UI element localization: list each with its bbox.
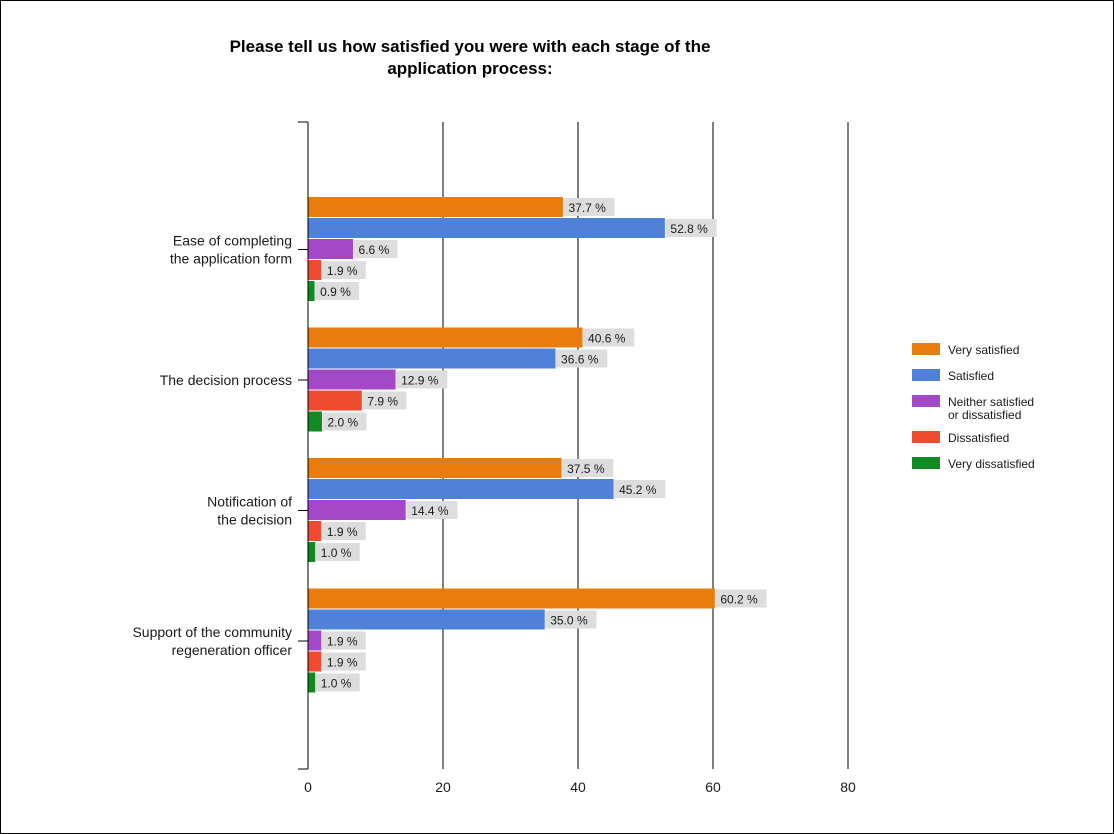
data-label: 7.9 %	[367, 395, 398, 409]
data-label: 0.9 %	[320, 285, 351, 299]
bar	[308, 458, 562, 478]
category-label: The decision process	[160, 372, 292, 388]
bar	[308, 630, 322, 651]
bar	[308, 479, 614, 499]
data-label-box	[322, 412, 367, 431]
bar	[308, 369, 396, 390]
data-label-box	[563, 198, 615, 216]
bar	[308, 327, 583, 348]
data-label: 1.9 %	[327, 656, 358, 670]
legend-label: Dissatisfied	[948, 431, 1009, 445]
category-label: Ease of completing the application form	[170, 233, 292, 267]
data-label: 1.9 %	[327, 525, 358, 539]
bar	[308, 348, 556, 369]
data-label: 40.6 %	[588, 332, 626, 346]
chart-title: Please tell us how satisfied you were wi…	[229, 37, 711, 78]
legend-swatch	[912, 431, 940, 443]
bar	[308, 281, 315, 301]
data-label-box	[715, 589, 767, 608]
data-label: 37.5 %	[567, 462, 605, 476]
category-label-line: the application form	[170, 251, 292, 267]
data-label: 14.4 %	[411, 504, 449, 518]
data-label: 6.6 %	[359, 243, 390, 257]
bar	[308, 588, 715, 609]
bar	[308, 500, 406, 520]
legend: Very satisfied Satisfied Neither satisfied…	[912, 343, 1035, 471]
bar	[308, 197, 563, 217]
x-tick-label-40: 40	[570, 779, 586, 795]
bar	[308, 651, 322, 672]
legend-label-line: Neither satisfied	[948, 395, 1034, 409]
category-label-line: The decision process	[160, 372, 292, 388]
data-label-box	[665, 219, 717, 237]
data-label-box	[353, 240, 398, 258]
data-label-box	[406, 501, 458, 519]
data-label: 37.7 %	[568, 201, 606, 215]
data-label-box	[545, 610, 597, 629]
bar	[308, 218, 665, 238]
bar	[308, 411, 322, 432]
category-label: Notification of the decision	[207, 494, 292, 528]
legend-label: Satisfied	[948, 369, 994, 383]
legend-label: Neither satisfied or dissatisfied	[948, 395, 1034, 422]
data-label: 1.0 %	[321, 677, 352, 691]
data-label-box	[583, 328, 635, 347]
data-label-box	[321, 652, 366, 671]
data-label-box	[556, 349, 608, 368]
data-label: 52.8 %	[670, 222, 708, 236]
category-label-line: regeneration officer	[172, 642, 293, 658]
data-label-box	[614, 480, 666, 498]
legend-label-line: Very satisfied	[948, 343, 1019, 357]
legend-label-line: Dissatisfied	[948, 431, 1009, 445]
data-label-box	[321, 261, 366, 279]
x-tick-label-20: 20	[435, 779, 451, 795]
data-label-box	[315, 543, 360, 561]
x-tick-label-60: 60	[705, 779, 721, 795]
category-label-line: Ease of completing	[173, 233, 292, 249]
data-label: 1.9 %	[327, 635, 358, 649]
x-tick-label-80: 80	[840, 779, 856, 795]
legend-swatch	[912, 343, 940, 355]
data-label-box	[562, 459, 614, 477]
data-label: 1.9 %	[327, 264, 358, 278]
legend-label: Very dissatisfied	[948, 457, 1035, 471]
bar	[308, 672, 316, 693]
bar	[308, 609, 545, 630]
category-label: Support of the community regeneration off…	[132, 624, 292, 658]
bar	[308, 542, 316, 562]
legend-swatch	[912, 369, 940, 381]
axes: 0 20 40 60 80 Ease of completing the applicati…	[132, 121, 856, 795]
category-label-line: the decision	[217, 512, 292, 528]
legend-label-line: Very dissatisfied	[948, 457, 1035, 471]
data-label: 36.6 %	[561, 353, 599, 367]
bar	[308, 390, 362, 411]
data-label: 35.0 %	[550, 614, 588, 628]
data-label-box	[396, 370, 448, 389]
data-label: 60.2 %	[720, 593, 758, 607]
bar	[308, 260, 322, 280]
bar	[308, 521, 322, 541]
data-label: 12.9 %	[401, 374, 439, 388]
data-label: 2.0 %	[328, 416, 359, 430]
data-label-box	[321, 631, 366, 650]
x-tick-label-0: 0	[304, 779, 312, 795]
legend-swatch	[912, 457, 940, 469]
data-label-box	[321, 522, 366, 540]
data-label-box	[315, 673, 360, 692]
category-label-line: Notification of	[207, 494, 292, 510]
bar	[308, 239, 354, 259]
data-label-box	[362, 391, 407, 410]
data-label: 45.2 %	[619, 483, 657, 497]
category-label-line: Support of the community	[132, 624, 292, 640]
data-label-box	[315, 282, 360, 300]
legend-label-line: Satisfied	[948, 369, 994, 383]
bars: 37.7 %52.8 %6.6 %1.9 %0.9 %40.6 %36.6 %1…	[308, 197, 767, 693]
data-label: 1.0 %	[321, 546, 352, 560]
legend-label-line: or dissatisfied	[948, 408, 1021, 422]
legend-label: Very satisfied	[948, 343, 1019, 357]
legend-swatch	[912, 395, 940, 407]
